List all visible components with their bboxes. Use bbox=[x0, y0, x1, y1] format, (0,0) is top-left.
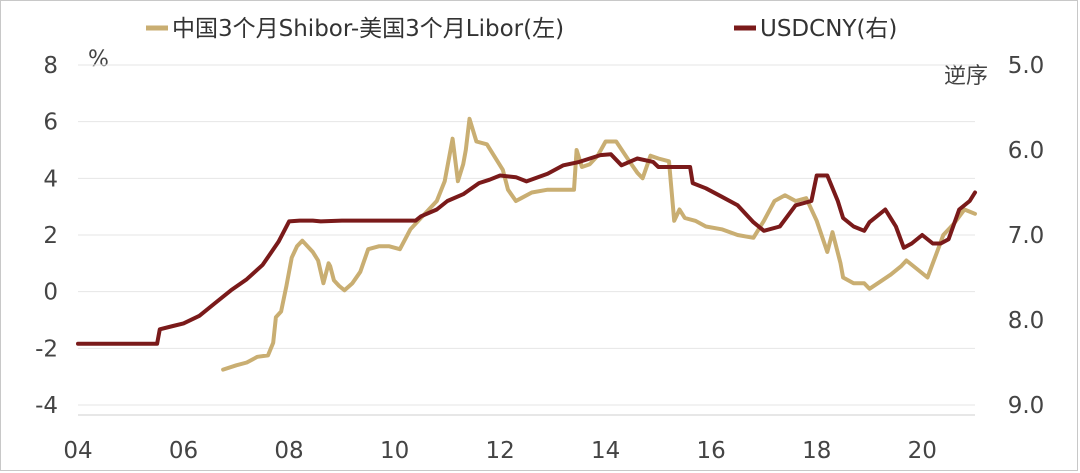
gridlines bbox=[78, 64, 975, 406]
x-tick-label: 10 bbox=[380, 438, 409, 464]
left-tick-label: 2 bbox=[43, 223, 58, 249]
x-tick-label: 16 bbox=[697, 438, 726, 464]
x-tick-label: 06 bbox=[169, 438, 198, 464]
series-line-spread bbox=[221, 116, 977, 372]
x-tick-label: 12 bbox=[485, 438, 514, 464]
legend-label-usdcny: USDCNY(右) bbox=[760, 16, 897, 42]
legend-label-spread: 中国3个月Shibor-美国3个月Libor(左) bbox=[172, 16, 564, 42]
left-axis-unit-label: % bbox=[88, 47, 109, 72]
left-tick-label: 6 bbox=[43, 110, 58, 136]
x-tick-label: 14 bbox=[591, 438, 620, 464]
right-tick-label: 7.0 bbox=[1008, 223, 1045, 249]
right-tick-label: 5.0 bbox=[1008, 53, 1045, 79]
x-tick-label: 18 bbox=[802, 438, 831, 464]
chart-legend: 中国3个月Shibor-美国3个月Libor(左) USDCNY(右) bbox=[146, 16, 897, 42]
right-tick-label: 9.0 bbox=[1008, 393, 1045, 419]
right-axis-unit-label: 逆序 bbox=[944, 64, 988, 89]
left-tick-label: 0 bbox=[43, 280, 58, 306]
left-tick-label: -2 bbox=[35, 336, 58, 362]
axes: -4 -2 0 2 4 6 8 5.0 6.0 7.0 8.0 9.0 04 06 08 10 12 14 16 18… bbox=[35, 53, 1044, 464]
series-line-usdcny bbox=[76, 152, 977, 346]
series-lines bbox=[76, 116, 977, 372]
right-tick-label: 8.0 bbox=[1008, 308, 1045, 334]
right-tick-label: 6.0 bbox=[1008, 138, 1045, 164]
left-tick-label: -4 bbox=[35, 393, 58, 419]
x-tick-label: 20 bbox=[908, 438, 937, 464]
x-tick-label: 04 bbox=[63, 438, 92, 464]
left-tick-label: 4 bbox=[43, 166, 58, 192]
x-tick-label: 08 bbox=[274, 438, 303, 464]
left-tick-label: 8 bbox=[43, 53, 58, 79]
